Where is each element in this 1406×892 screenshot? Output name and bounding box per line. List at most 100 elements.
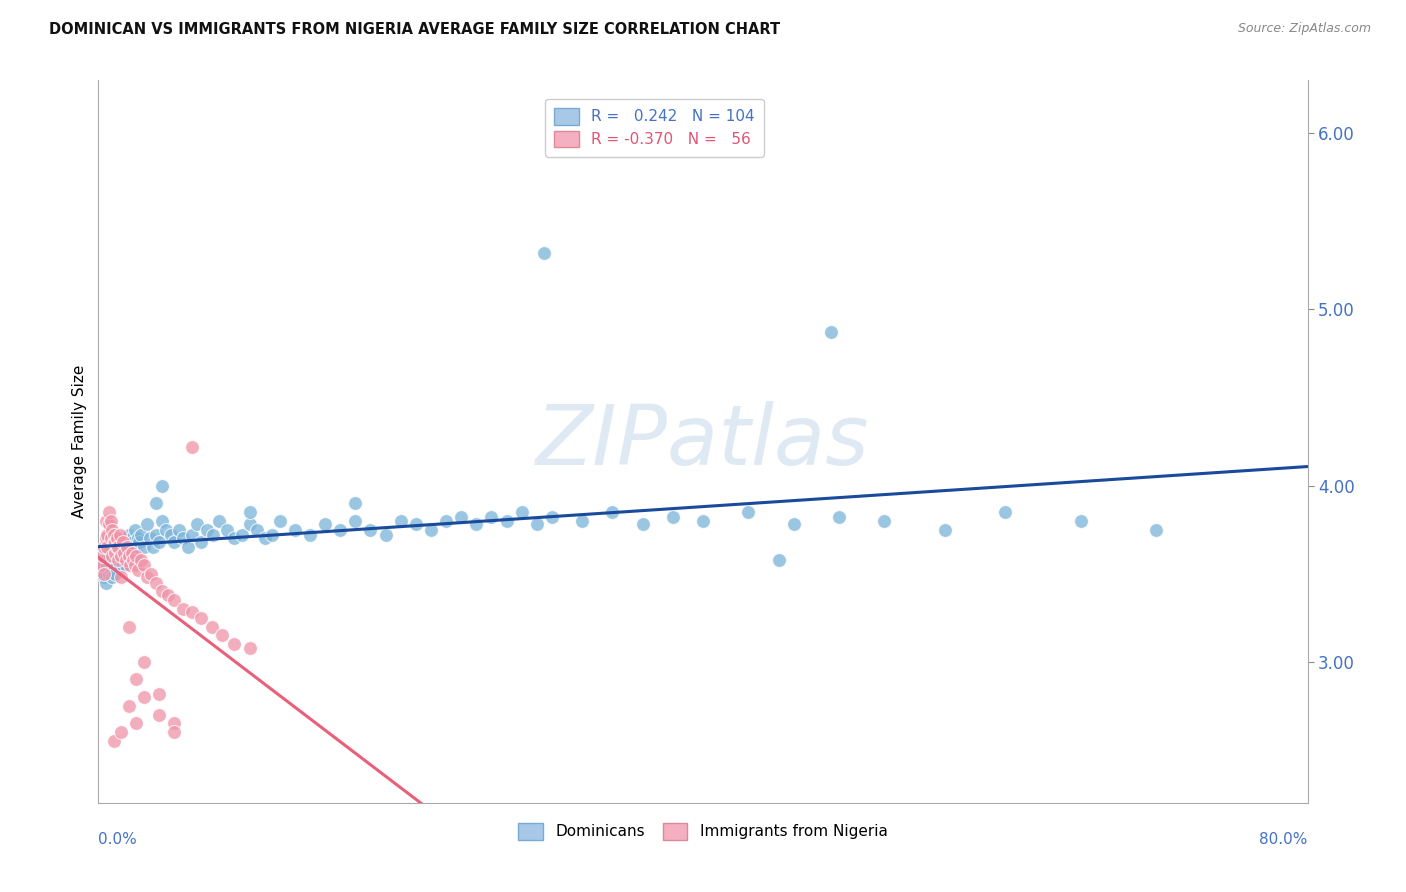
Point — [148, 687, 170, 701]
Point — [98, 552, 121, 566]
Point — [120, 558, 142, 572]
Point — [100, 532, 122, 546]
Point — [195, 523, 218, 537]
Point — [96, 545, 118, 559]
Point — [211, 628, 233, 642]
Point — [110, 570, 132, 584]
Point — [239, 640, 262, 655]
Point — [125, 549, 148, 563]
Point — [329, 523, 352, 537]
Point — [139, 532, 162, 546]
Point — [91, 566, 114, 581]
Point — [90, 558, 112, 572]
Point — [201, 619, 224, 633]
Point — [132, 541, 155, 555]
Point — [112, 545, 135, 559]
Point — [96, 528, 118, 542]
Point — [344, 514, 367, 528]
Text: Source: ZipAtlas.com: Source: ZipAtlas.com — [1237, 22, 1371, 36]
Point — [107, 535, 129, 549]
Point — [284, 523, 307, 537]
Point — [269, 514, 291, 528]
Point — [125, 673, 148, 687]
Point — [104, 545, 127, 559]
Point — [873, 514, 896, 528]
Point — [94, 514, 117, 528]
Point — [374, 528, 396, 542]
Point — [150, 514, 173, 528]
Point — [231, 528, 253, 542]
Point — [101, 549, 124, 563]
Point — [101, 570, 124, 584]
Point — [111, 535, 134, 549]
Point — [246, 523, 269, 537]
Point — [692, 514, 714, 528]
Point — [108, 528, 131, 542]
Point — [994, 505, 1017, 519]
Point — [465, 517, 488, 532]
Point — [115, 541, 138, 555]
Point — [163, 725, 186, 739]
Point — [253, 532, 276, 546]
Point — [125, 716, 148, 731]
Point — [533, 246, 555, 260]
Point — [163, 535, 186, 549]
Point — [135, 570, 157, 584]
Point — [90, 558, 112, 572]
Point — [768, 552, 790, 566]
Point — [101, 549, 124, 563]
Point — [107, 541, 129, 555]
Point — [104, 566, 127, 581]
Point — [163, 716, 186, 731]
Point — [105, 532, 128, 546]
Legend: Dominicans, Immigrants from Nigeria: Dominicans, Immigrants from Nigeria — [512, 817, 894, 846]
Point — [389, 514, 412, 528]
Point — [122, 535, 145, 549]
Point — [526, 517, 548, 532]
Point — [108, 558, 131, 572]
Point — [202, 528, 225, 542]
Point — [98, 566, 121, 581]
Point — [571, 514, 593, 528]
Point — [98, 505, 121, 519]
Point — [93, 566, 115, 581]
Point — [118, 698, 141, 713]
Point — [128, 535, 150, 549]
Point — [262, 528, 284, 542]
Point — [155, 523, 177, 537]
Point — [360, 523, 382, 537]
Point — [215, 523, 238, 537]
Point — [114, 545, 136, 559]
Point — [129, 528, 152, 542]
Point — [110, 552, 132, 566]
Point — [121, 545, 143, 559]
Point — [434, 514, 457, 528]
Point — [96, 541, 118, 555]
Point — [299, 528, 322, 542]
Point — [105, 545, 128, 559]
Point — [156, 588, 179, 602]
Point — [150, 584, 173, 599]
Point — [132, 558, 155, 572]
Point — [450, 510, 472, 524]
Point — [510, 505, 533, 519]
Point — [132, 690, 155, 704]
Text: DOMINICAN VS IMMIGRANTS FROM NIGERIA AVERAGE FAMILY SIZE CORRELATION CHART: DOMINICAN VS IMMIGRANTS FROM NIGERIA AVE… — [49, 22, 780, 37]
Point — [208, 514, 231, 528]
Text: ZIPatlas: ZIPatlas — [536, 401, 870, 482]
Point — [91, 549, 114, 563]
Point — [103, 558, 125, 572]
Point — [828, 510, 851, 524]
Point — [135, 517, 157, 532]
Point — [101, 523, 124, 537]
Point — [145, 496, 167, 510]
Point — [104, 535, 127, 549]
Text: 0.0%: 0.0% — [98, 831, 138, 847]
Point — [661, 510, 683, 524]
Point — [127, 532, 149, 546]
Point — [160, 528, 183, 542]
Point — [148, 707, 170, 722]
Point — [314, 517, 336, 532]
Point — [172, 532, 194, 546]
Point — [540, 510, 562, 524]
